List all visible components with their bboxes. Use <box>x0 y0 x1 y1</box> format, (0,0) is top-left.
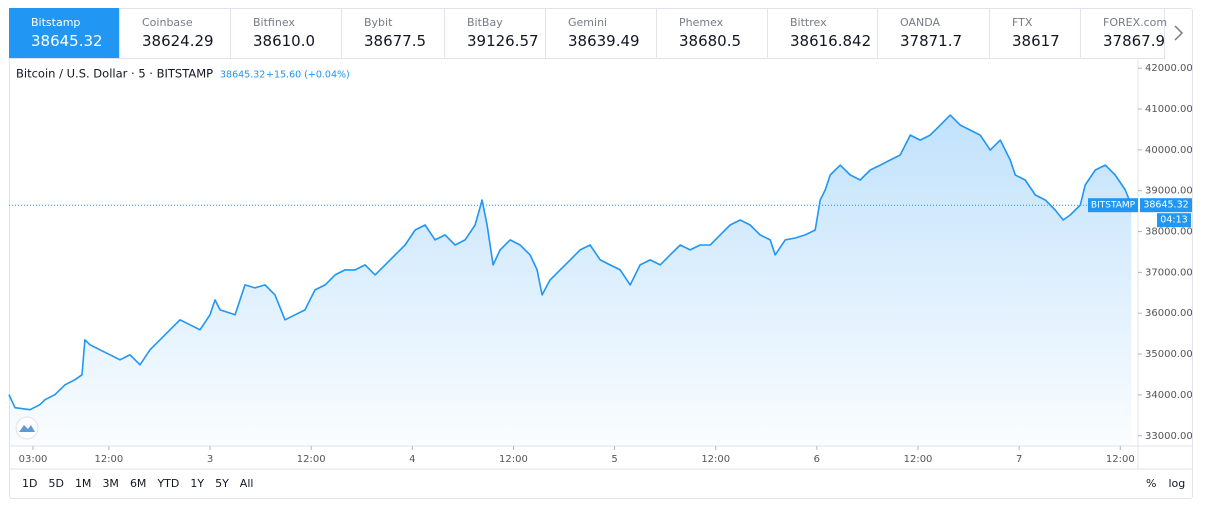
exchange-tabs: Bitstamp 38645.32 Coinbase 38624.29 Bitfinex… <box>9 8 1168 59</box>
exchange-name: BitBay <box>467 16 503 29</box>
exchange-name: Phemex <box>679 16 724 29</box>
exchange-price: 37871.7 <box>900 32 963 50</box>
y-tick-label: 38000.00 <box>1145 227 1193 238</box>
exchange-tab[interactable]: OANDA 37871.7 <box>878 8 990 58</box>
exchange-price: 38624.29 <box>142 32 214 50</box>
y-tick-label: 35000.00 <box>1145 349 1193 360</box>
exchange-name: Coinbase <box>142 16 193 29</box>
exchange-name: OANDA <box>900 16 941 29</box>
legend-change: +15.60 (+0.04%) <box>266 70 350 81</box>
x-tick-label: 12:00 <box>904 454 933 465</box>
x-tick-label: 5 <box>611 454 617 465</box>
price-badge-label: 38645.32 <box>1143 200 1188 211</box>
x-tick-label: 12:00 <box>499 454 528 465</box>
y-tick-label: 33000.00 <box>1145 431 1193 442</box>
symbol-title: Bitcoin / U.S. Dollar · 5 · BITSTAMP <box>16 67 213 81</box>
x-tick-label: 12:00 <box>94 454 123 465</box>
exchange-price: 38645.32 <box>31 32 103 50</box>
exchange-name: Bybit <box>364 16 393 29</box>
exchange-name: Bitfinex <box>253 16 295 29</box>
x-tick-label: 12:00 <box>701 454 730 465</box>
exchange-price: 38610.0 <box>253 32 316 50</box>
exchange-tab[interactable]: Gemini 38639.49 <box>546 8 657 58</box>
arrow-icon <box>1174 25 1184 41</box>
percent-button[interactable]: % <box>1146 477 1157 490</box>
exchange-tab[interactable]: Coinbase 38624.29 <box>120 8 231 58</box>
exchange-tab[interactable]: Bittrex 38616.842 <box>768 8 878 58</box>
range-button[interactable]: YTD <box>157 477 180 490</box>
logo-icon <box>19 425 35 432</box>
y-tick-label: 34000.00 <box>1145 390 1193 401</box>
y-tick-label: 37000.00 <box>1145 267 1193 278</box>
exchange-name: FOREX.com <box>1103 16 1168 29</box>
y-tick-label: 36000.00 <box>1145 308 1193 319</box>
countdown-badge <box>1157 213 1191 228</box>
log-button[interactable]: log <box>1168 477 1186 490</box>
exchange-name: Bitstamp <box>31 16 81 29</box>
exchange-price: 38616.842 <box>790 32 872 50</box>
exchange-name: Gemini <box>568 16 608 29</box>
x-tick-label: 7 <box>1016 454 1022 465</box>
exchange-price: 39126.57 <box>467 32 539 50</box>
price-badge <box>1140 198 1192 213</box>
countdown-label: 04:13 <box>1160 215 1187 226</box>
exchange-tab[interactable]: FTX 38617 <box>990 8 1081 58</box>
range-toolbar: 1D 5D 1M 3M 6M YTD 1Y 5Y All <box>22 477 253 490</box>
range-button[interactable]: 1M <box>74 477 92 490</box>
range-button[interactable]: All <box>239 477 254 490</box>
x-tick-label: 12:00 <box>297 454 326 465</box>
range-button[interactable]: 5D <box>48 477 64 490</box>
exchange-price: 37867.9 <box>1103 32 1166 50</box>
x-tick-label: 3 <box>207 454 213 465</box>
exchange-price: 38617 <box>1012 32 1060 50</box>
range-button[interactable]: 6M <box>129 477 147 490</box>
scroll-arrow[interactable] <box>1165 8 1193 58</box>
exchange-price: 38677.5 <box>364 32 427 50</box>
exchange-price: 38680.5 <box>679 32 742 50</box>
exchange-tab[interactable]: Bybit 38677.5 <box>342 8 445 58</box>
exchange-name: FTX <box>1012 16 1033 29</box>
logo[interactable] <box>15 416 39 440</box>
area-fill <box>9 115 1132 446</box>
x-tick-label: 03:00 <box>19 454 48 465</box>
x-tick-label: 6 <box>814 454 820 465</box>
y-tick-label: 42000.00 <box>1145 63 1193 74</box>
y-tick-label: 40000.00 <box>1145 145 1193 156</box>
exchange-name: Bittrex <box>790 16 827 29</box>
exchange-tab[interactable]: Phemex 38680.5 <box>657 8 768 58</box>
exchange-tab[interactable]: Bitstamp 38645.32 <box>9 8 120 58</box>
range-button[interactable]: 1Y <box>190 477 205 490</box>
scale-toolbar: % log <box>1146 477 1185 490</box>
exchange-price: 38639.49 <box>568 32 640 50</box>
x-tick-label: 4 <box>409 454 415 465</box>
range-button[interactable]: 5Y <box>215 477 229 490</box>
legend-price: 38645.32 <box>220 70 265 81</box>
exchange-badge <box>1088 198 1138 213</box>
exchange-tab[interactable]: FOREX.com 37867.9 <box>1081 8 1168 58</box>
range-button[interactable]: 1D <box>22 477 38 490</box>
x-tick-label: 12:00 <box>1106 454 1135 465</box>
y-tick-label: 39000.00 <box>1145 186 1193 197</box>
price-line <box>8 114 1133 411</box>
range-button[interactable]: 3M <box>102 477 119 490</box>
y-tick-label: 41000.00 <box>1145 104 1193 115</box>
exchange-badge-label: BITSTAMP <box>1091 201 1136 211</box>
exchange-tab[interactable]: Bitfinex 38610.0 <box>231 8 342 58</box>
exchange-tab[interactable]: BitBay 39126.57 <box>445 8 546 58</box>
widget-frame <box>9 8 1193 499</box>
